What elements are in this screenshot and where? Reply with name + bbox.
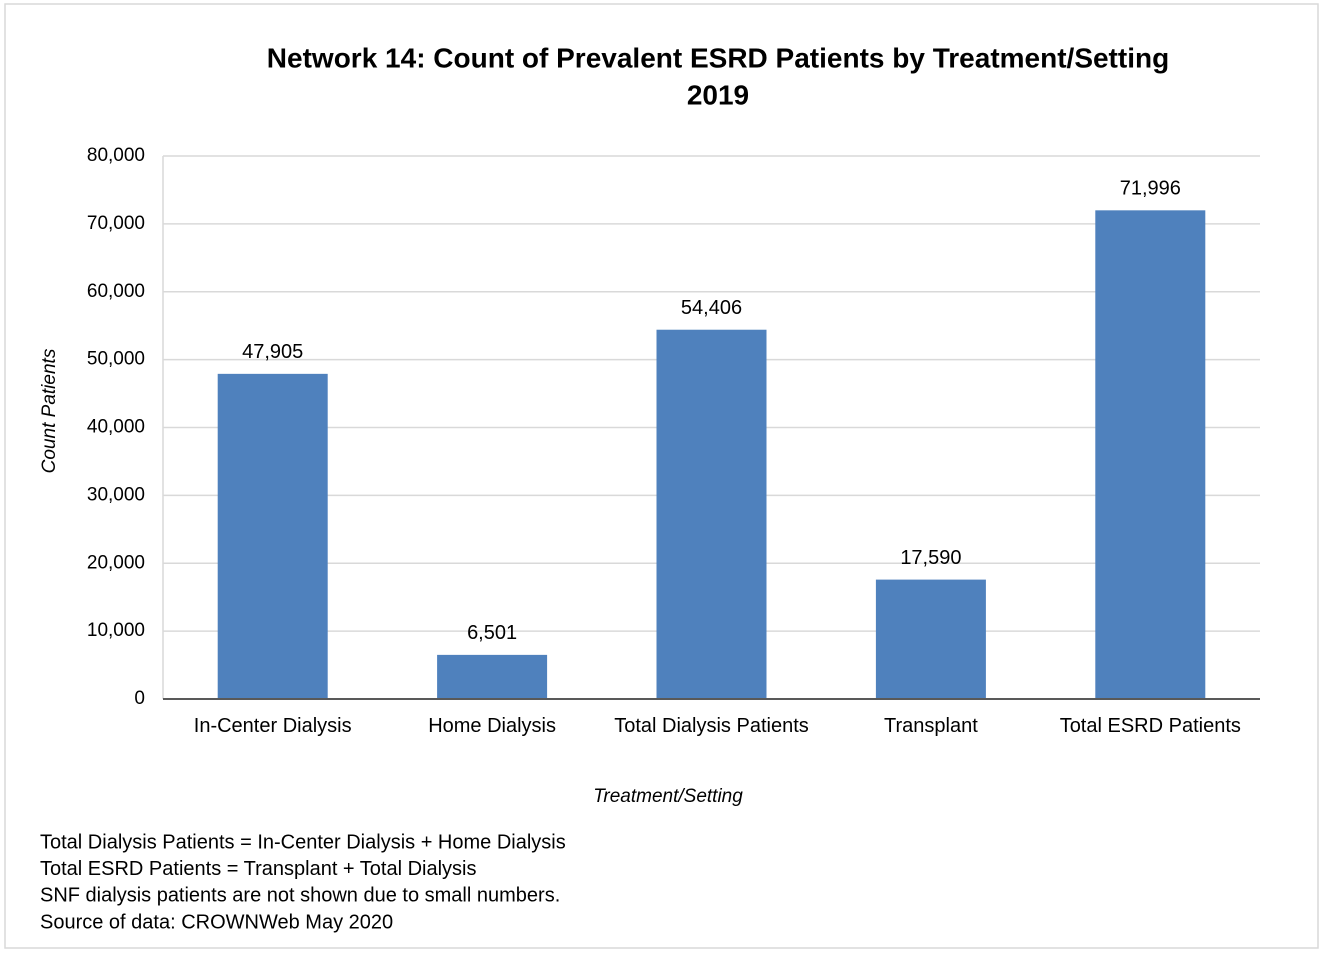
- y-tick-label: 40,000: [87, 417, 145, 438]
- y-tick-label: 0: [134, 688, 145, 709]
- footnote: Source of data: CROWNWeb May 2020: [40, 911, 393, 933]
- y-tick-label: 20,000: [87, 552, 145, 573]
- x-tick-label: Home Dialysis: [428, 715, 556, 737]
- x-tick-label: Total ESRD Patients: [1059, 715, 1241, 737]
- y-tick-label: 80,000: [87, 145, 145, 166]
- x-tick-label: Transplant: [884, 715, 978, 737]
- data-label: 6,501: [467, 622, 517, 644]
- y-tick-label: 60,000: [87, 281, 145, 302]
- x-tick-label: In-Center Dialysis: [193, 715, 352, 737]
- y-axis-title: Count Patients: [39, 348, 60, 473]
- y-tick-label: 50,000: [87, 349, 145, 370]
- bar: [875, 579, 986, 699]
- footnote: Total Dialysis Patients = In-Center Dial…: [40, 831, 566, 853]
- chart-border: [4, 3, 1319, 949]
- bar: [217, 373, 328, 699]
- data-label: 47,905: [242, 341, 303, 363]
- bar: [437, 654, 548, 699]
- y-tick-label: 70,000: [87, 213, 145, 234]
- x-tick-label: Total Dialysis Patients: [614, 715, 809, 737]
- bar: [1095, 210, 1206, 699]
- bar: [656, 329, 767, 699]
- chart-title: Network 14: Count of Prevalent ESRD Pati…: [267, 42, 1169, 73]
- x-axis-title: Treatment/Setting: [593, 786, 743, 807]
- data-label: 71,996: [1120, 178, 1181, 200]
- footnote: Total ESRD Patients = Transplant + Total…: [40, 858, 477, 880]
- y-tick-label: 10,000: [87, 620, 145, 641]
- chart-subtitle: 2019: [687, 79, 749, 110]
- data-label: 17,590: [900, 547, 961, 569]
- footnote: SNF dialysis patients are not shown due …: [40, 885, 560, 907]
- y-tick-label: 30,000: [87, 484, 145, 505]
- data-label: 54,406: [681, 297, 742, 319]
